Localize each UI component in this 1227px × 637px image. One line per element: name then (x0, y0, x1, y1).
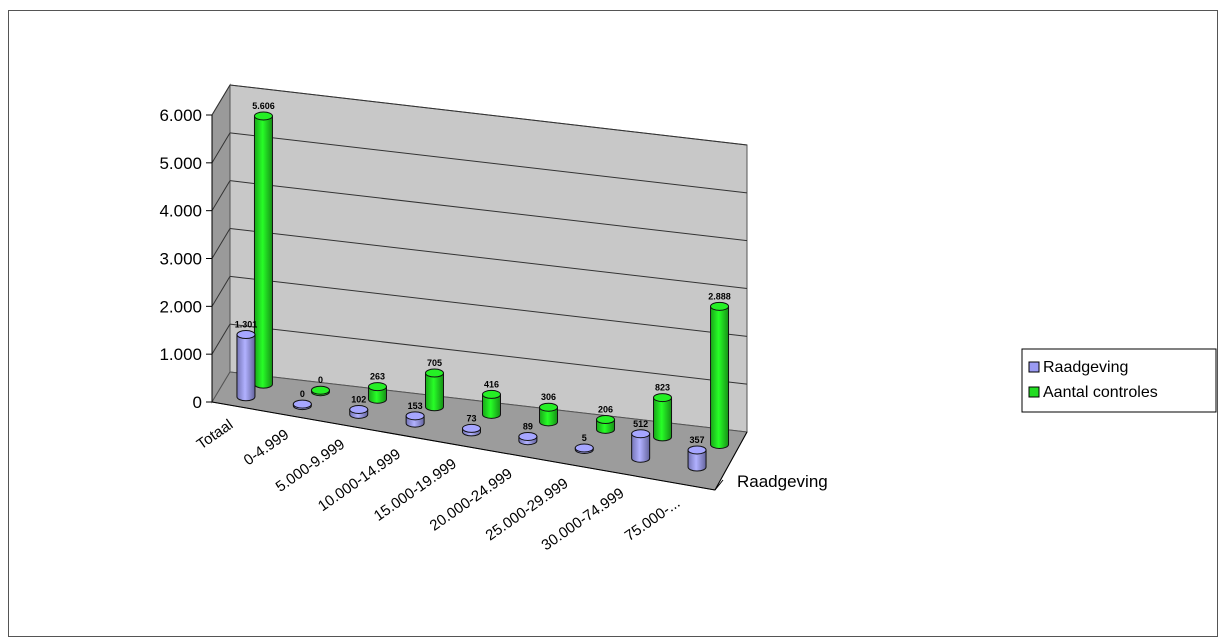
depth-axis-line (714, 431, 748, 491)
y-axis-ticks: 0 1.000 2.000 3.000 4.000 5.000 6.000 (159, 106, 212, 412)
data-label: 0 (300, 389, 305, 399)
bar-raadgeving (462, 423, 481, 437)
x-tick-label: 75.000-... (622, 494, 684, 544)
bar-raadgeving (687, 445, 707, 472)
data-label: 206 (598, 405, 613, 415)
bar-aantal-controles (710, 301, 730, 449)
gridline-side (211, 323, 231, 355)
series-raadgeving (236, 330, 707, 472)
data-label: 306 (541, 392, 556, 402)
data-label: 73 (466, 413, 476, 423)
gridline (229, 132, 748, 194)
y-tick-label: 3.000 (159, 250, 202, 269)
depth-axis-label: Raadgeving (737, 472, 828, 491)
gridline (229, 180, 748, 242)
bar-raadgeving (236, 330, 256, 402)
x-axis-line (211, 401, 716, 491)
gridline-side (211, 84, 231, 116)
y-tick-label: 1.000 (159, 345, 202, 364)
series-aantal-controles (253, 111, 730, 449)
depth-tick (714, 479, 724, 491)
bar-raadgeving (631, 429, 651, 463)
gridline-side (211, 276, 231, 307)
data-labels: 5.606 0 263 705 416 306 206 823 2.888 1.301 0 102 15… (235, 101, 731, 445)
data-label: 512 (633, 419, 648, 429)
bar-aantal-controles (253, 111, 273, 389)
y-tick-label: 4.000 (159, 202, 202, 221)
bar-aantal-controles (596, 415, 616, 434)
x-tick-label: 0-4.999 (241, 426, 292, 469)
data-label: 263 (370, 372, 385, 382)
gridline-side (211, 228, 231, 259)
data-label: 705 (427, 358, 442, 368)
data-label: 153 (408, 401, 423, 411)
legend-swatch-raadgeving (1028, 361, 1040, 373)
gridline-side (211, 132, 231, 164)
y-tick-label: 2.000 (159, 297, 202, 316)
data-label: 357 (690, 435, 705, 445)
data-label: 823 (655, 383, 670, 393)
bar-raadgeving (574, 443, 594, 454)
gridline (229, 275, 748, 337)
bar-aantal-controles (367, 382, 387, 404)
bar-aantal-controles (653, 393, 673, 442)
data-label: 416 (484, 379, 499, 389)
legend-label-aantal-controles: Aantal controles (1043, 384, 1158, 401)
y-tick-label: 5.000 (159, 154, 202, 173)
data-label: 89 (523, 421, 533, 431)
bar-aantal-controles (482, 389, 501, 419)
gridline (229, 84, 748, 146)
data-label: 0 (318, 375, 323, 385)
bar-raadgeving (518, 431, 538, 446)
bar-raadgeving (349, 404, 369, 419)
data-label: 2.888 (708, 291, 731, 301)
gridline (229, 228, 748, 289)
gridlines (211, 84, 748, 385)
gridline-side (211, 180, 231, 211)
data-label: 5.606 (252, 101, 275, 111)
bar-aantal-controles (539, 402, 559, 427)
x-tick-label: Totaal (194, 416, 237, 453)
bar-raadgeving (292, 399, 312, 411)
data-label: 1.301 (235, 320, 258, 330)
data-label: 5 (582, 433, 587, 443)
legend-box (1021, 348, 1217, 413)
bar-aantal-controles (310, 385, 330, 397)
y-tick-label: 6.000 (159, 106, 202, 125)
data-label: 102 (351, 394, 366, 404)
legend-swatch-aantal-controles (1028, 386, 1040, 398)
legend: Raadgeving Aantal controles (1021, 348, 1217, 413)
gridline (229, 323, 748, 385)
legend-label-raadgeving: Raadgeving (1043, 359, 1128, 376)
y-tick-label: 0 (193, 393, 202, 412)
bar-raadgeving (405, 411, 425, 428)
bar-aantal-controles (424, 368, 444, 412)
